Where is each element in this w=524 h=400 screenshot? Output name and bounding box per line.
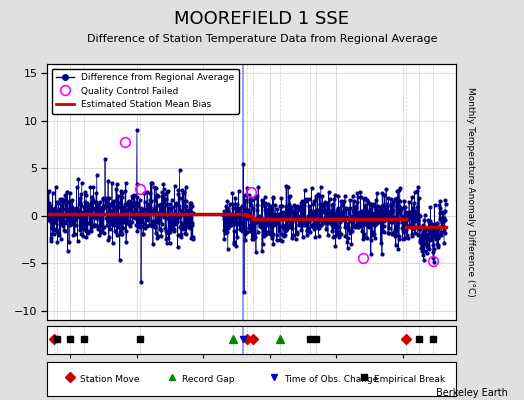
Text: Station Move: Station Move xyxy=(80,374,139,384)
Text: Record Gap: Record Gap xyxy=(182,374,235,384)
Y-axis label: Monthly Temperature Anomaly Difference (°C): Monthly Temperature Anomaly Difference (… xyxy=(466,87,475,297)
Text: Difference of Station Temperature Data from Regional Average: Difference of Station Temperature Data f… xyxy=(87,34,437,44)
Text: MOOREFIELD 1 SSE: MOOREFIELD 1 SSE xyxy=(174,10,350,28)
Legend: Difference from Regional Average, Quality Control Failed, Estimated Station Mean: Difference from Regional Average, Qualit… xyxy=(52,68,239,114)
Text: Berkeley Earth: Berkeley Earth xyxy=(436,388,508,398)
Text: Empirical Break: Empirical Break xyxy=(374,374,445,384)
Text: Time of Obs. Change: Time of Obs. Change xyxy=(284,374,379,384)
